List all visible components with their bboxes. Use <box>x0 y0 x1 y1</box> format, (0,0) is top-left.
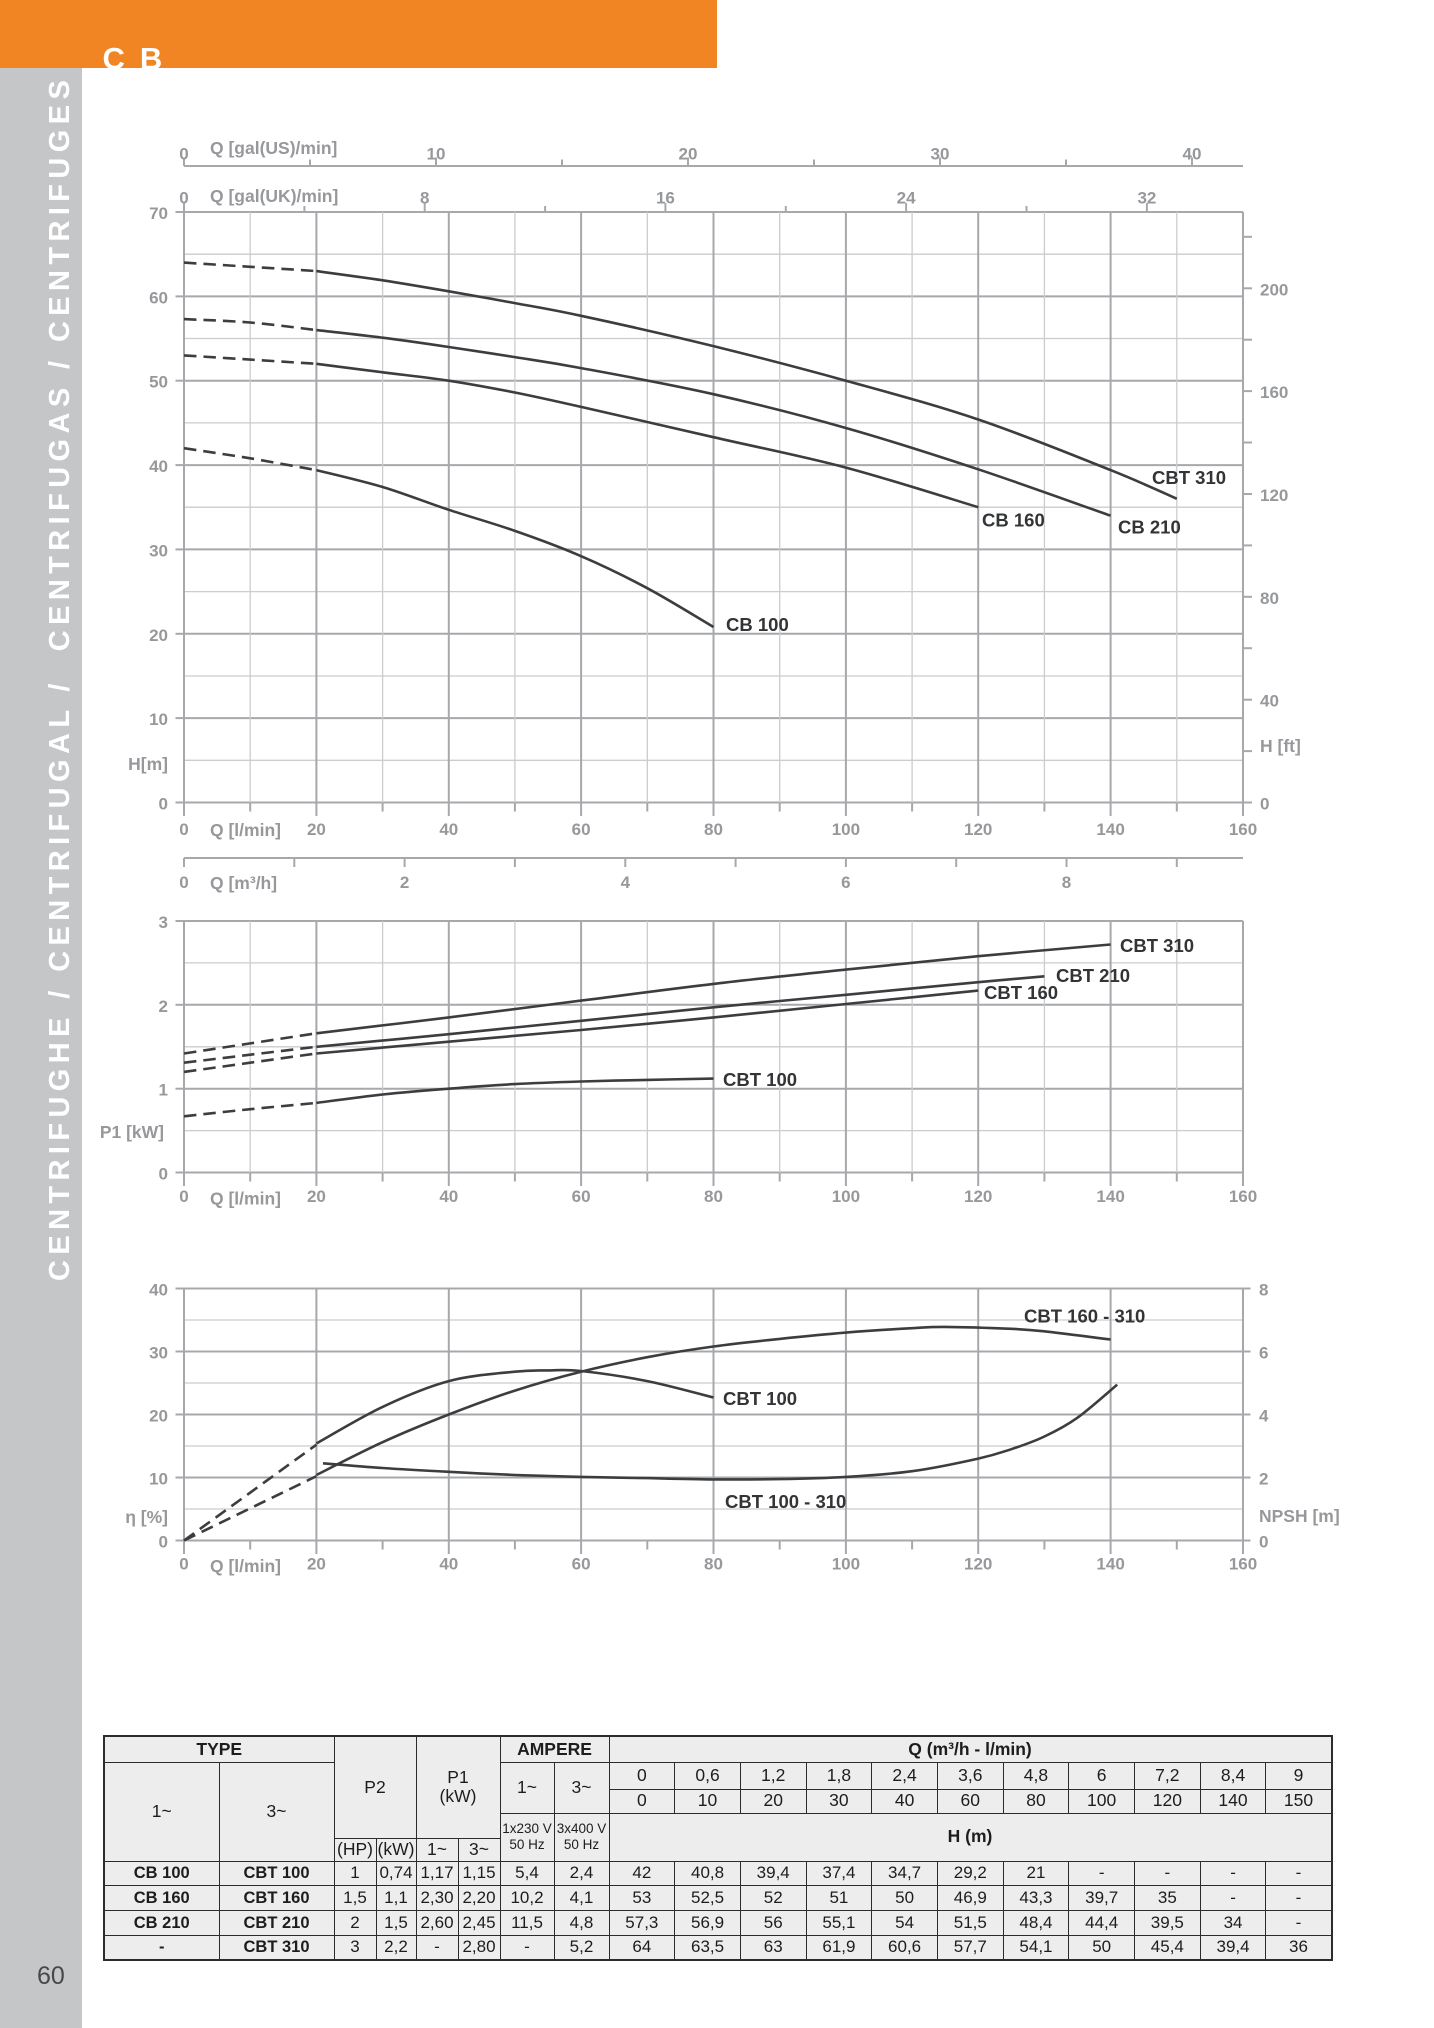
svg-text:30: 30 <box>149 1344 168 1363</box>
svg-text:0: 0 <box>1260 795 1269 814</box>
svg-text:H[m]: H[m] <box>128 754 168 774</box>
svg-text:η [%]: η [%] <box>125 1507 168 1527</box>
svg-text:CBT 100: CBT 100 <box>723 1069 797 1090</box>
svg-text:4: 4 <box>1259 1407 1269 1426</box>
svg-text:1: 1 <box>159 1081 168 1100</box>
svg-text:Q [l/min]: Q [l/min] <box>210 1556 281 1576</box>
svg-text:0: 0 <box>179 145 188 164</box>
svg-text:32: 32 <box>1137 189 1156 208</box>
svg-text:40: 40 <box>439 1187 458 1206</box>
svg-text:160: 160 <box>1260 383 1288 402</box>
svg-text:8: 8 <box>1259 1281 1268 1300</box>
svg-text:0: 0 <box>159 795 168 814</box>
svg-text:H [ft]: H [ft] <box>1260 736 1301 756</box>
svg-text:70: 70 <box>149 204 168 223</box>
svg-text:3: 3 <box>159 913 168 932</box>
svg-text:Q [gal(US)/min]: Q [gal(US)/min] <box>210 138 337 158</box>
svg-text:20: 20 <box>149 1407 168 1426</box>
svg-text:160: 160 <box>1229 1555 1257 1574</box>
svg-text:Q [gal(UK)/min]: Q [gal(UK)/min] <box>210 186 338 206</box>
svg-text:100: 100 <box>832 820 860 839</box>
svg-text:CBT 100: CBT 100 <box>723 1388 797 1409</box>
svg-text:CB 100: CB 100 <box>726 614 789 635</box>
svg-text:30: 30 <box>149 541 168 560</box>
svg-text:160: 160 <box>1229 820 1257 839</box>
svg-text:20: 20 <box>149 626 168 645</box>
svg-text:80: 80 <box>704 820 723 839</box>
svg-text:50: 50 <box>149 373 168 392</box>
svg-text:0: 0 <box>179 873 188 892</box>
svg-text:6: 6 <box>1259 1344 1268 1363</box>
svg-text:16: 16 <box>656 189 675 208</box>
svg-text:CB 160: CB 160 <box>982 510 1045 531</box>
svg-text:140: 140 <box>1096 1187 1124 1206</box>
svg-text:40: 40 <box>1183 145 1202 164</box>
svg-text:80: 80 <box>1260 589 1279 608</box>
svg-text:6: 6 <box>841 873 850 892</box>
svg-text:NPSH [m]: NPSH [m] <box>1259 1506 1340 1526</box>
svg-text:CBT 160: CBT 160 <box>984 982 1058 1003</box>
svg-text:CBT 310: CBT 310 <box>1152 467 1226 488</box>
svg-text:0: 0 <box>159 1533 168 1552</box>
svg-text:0: 0 <box>179 189 188 208</box>
svg-text:140: 140 <box>1096 1555 1124 1574</box>
svg-text:0: 0 <box>179 820 188 839</box>
svg-text:Q [l/min]: Q [l/min] <box>210 1189 281 1209</box>
svg-text:30: 30 <box>931 145 950 164</box>
svg-text:160: 160 <box>1229 1187 1257 1206</box>
svg-text:CBT 210: CBT 210 <box>1056 965 1130 986</box>
svg-text:120: 120 <box>964 820 992 839</box>
svg-text:200: 200 <box>1260 280 1288 299</box>
svg-text:10: 10 <box>427 145 446 164</box>
svg-text:80: 80 <box>704 1187 723 1206</box>
svg-text:8: 8 <box>420 189 429 208</box>
svg-text:120: 120 <box>1260 486 1288 505</box>
svg-text:CBT 310: CBT 310 <box>1120 935 1194 956</box>
svg-text:40: 40 <box>439 820 458 839</box>
svg-text:24: 24 <box>897 189 916 208</box>
svg-text:2: 2 <box>400 873 409 892</box>
svg-text:2: 2 <box>1259 1470 1268 1489</box>
svg-text:CB 210: CB 210 <box>1118 517 1181 538</box>
svg-text:CBT 100 - 310: CBT 100 - 310 <box>725 1491 846 1512</box>
svg-text:0: 0 <box>179 1555 188 1574</box>
svg-text:40: 40 <box>1260 692 1279 711</box>
svg-text:140: 140 <box>1096 820 1124 839</box>
svg-text:20: 20 <box>307 1187 326 1206</box>
svg-text:P1 [kW]: P1 [kW] <box>100 1122 164 1142</box>
svg-text:60: 60 <box>149 288 168 307</box>
svg-text:120: 120 <box>964 1555 992 1574</box>
svg-text:100: 100 <box>832 1555 860 1574</box>
svg-text:60: 60 <box>572 1555 591 1574</box>
svg-text:8: 8 <box>1062 873 1071 892</box>
svg-text:20: 20 <box>307 820 326 839</box>
svg-text:40: 40 <box>439 1555 458 1574</box>
svg-text:0: 0 <box>1259 1533 1268 1552</box>
svg-text:Q [l/min]: Q [l/min] <box>210 820 281 840</box>
svg-text:60: 60 <box>572 1187 591 1206</box>
svg-text:Q [m³/h]: Q [m³/h] <box>210 873 277 893</box>
svg-text:2: 2 <box>159 997 168 1016</box>
svg-text:40: 40 <box>149 457 168 476</box>
svg-text:0: 0 <box>179 1187 188 1206</box>
svg-text:CBT 160 - 310: CBT 160 - 310 <box>1024 1306 1145 1327</box>
svg-text:60: 60 <box>572 820 591 839</box>
svg-text:0: 0 <box>159 1165 168 1184</box>
svg-text:4: 4 <box>621 873 631 892</box>
svg-text:100: 100 <box>832 1187 860 1206</box>
svg-text:120: 120 <box>964 1187 992 1206</box>
svg-text:10: 10 <box>149 710 168 729</box>
svg-text:40: 40 <box>149 1281 168 1300</box>
svg-text:80: 80 <box>704 1555 723 1574</box>
svg-text:10: 10 <box>149 1470 168 1489</box>
svg-text:20: 20 <box>307 1555 326 1574</box>
svg-text:20: 20 <box>679 145 698 164</box>
